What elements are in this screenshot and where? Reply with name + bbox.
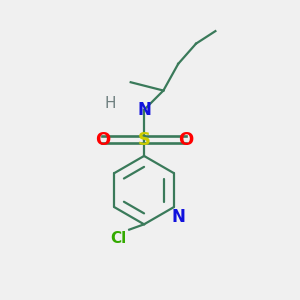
Text: N: N [137, 101, 151, 119]
Text: O: O [95, 130, 110, 148]
Text: H: H [104, 96, 116, 111]
Text: S: S [138, 130, 151, 148]
Text: N: N [172, 208, 185, 226]
Text: Cl: Cl [111, 231, 127, 246]
Text: O: O [178, 130, 193, 148]
